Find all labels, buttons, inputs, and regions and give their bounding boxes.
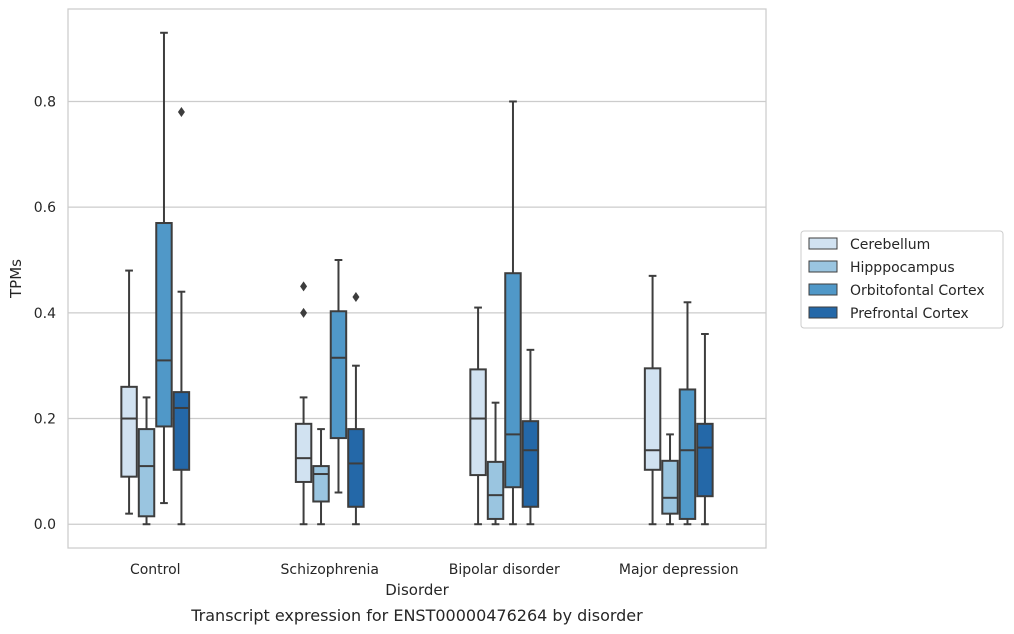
x-tick-label: Bipolar disorder: [449, 562, 560, 578]
box-2-3: [521, 348, 540, 526]
box-iqr: [137, 428, 156, 518]
legend-swatch: [808, 283, 838, 296]
box-series: [120, 31, 714, 526]
legend-frame: [800, 230, 1004, 329]
legend-swatch: [808, 237, 838, 250]
legend-label: Prefrontal Cortex: [850, 306, 969, 322]
box-iqr: [312, 465, 330, 503]
box-iqr: [329, 310, 348, 440]
box-0-1: [137, 396, 156, 526]
box-iqr: [155, 222, 173, 428]
x-tick-label: Control: [130, 562, 181, 578]
legend-swatch: [808, 260, 838, 273]
y-tick-label: 0.0: [34, 517, 56, 533]
box-1-0: [294, 281, 313, 526]
outlier-point: [352, 291, 360, 302]
box-3-2: [678, 301, 697, 526]
box-iqr: [696, 422, 714, 498]
x-tick-label: Major depression: [619, 562, 739, 578]
y-tick-label: 0.6: [34, 200, 56, 216]
box-iqr: [469, 368, 487, 477]
box-plot-chart: 0.0 0.2 0.4 0.6 0.8 Control Schizophrenia Bipo…: [7, 8, 1004, 599]
x-axis-ticks: Control Schizophrenia Bipolar disorder Majo…: [130, 562, 739, 578]
box-0-3: [172, 107, 191, 526]
box-1-3: [347, 291, 365, 526]
y-tick-label: 0.4: [34, 306, 56, 322]
y-tick-label: 0.8: [34, 94, 56, 110]
box-3-1: [661, 433, 679, 526]
box-iqr: [347, 428, 365, 508]
box-iqr: [172, 391, 191, 471]
plot-area-frame: [67, 8, 767, 549]
outlier-point: [300, 307, 308, 318]
box-iqr: [678, 388, 697, 520]
legend: Cerebellum Hipppocampus Orbitofontal Corte…: [800, 230, 1004, 329]
y-axis-title: TPMs: [7, 259, 25, 299]
figure-caption: Transcript expression for ENST0000047626…: [191, 606, 643, 625]
legend-label: Cerebellum: [850, 237, 930, 253]
box-3-0: [643, 274, 662, 526]
x-tick-label: Schizophrenia: [281, 562, 379, 578]
outlier-point: [177, 107, 185, 118]
box-iqr: [486, 460, 505, 520]
box-iqr: [504, 272, 522, 489]
box-iqr: [521, 420, 540, 508]
box-iqr: [294, 422, 313, 483]
box-iqr: [643, 367, 662, 471]
box-2-2: [504, 100, 522, 526]
y-axis-ticks: 0.0 0.2 0.4 0.6 0.8: [34, 94, 56, 533]
box-0-0: [120, 269, 138, 515]
outlier-point: [300, 281, 308, 292]
legend-swatch: [808, 306, 838, 319]
legend-label: Hipppocampus: [850, 260, 955, 276]
y-tick-label: 0.2: [34, 412, 56, 428]
box-2-0: [469, 306, 487, 526]
box-0-2: [155, 31, 173, 505]
box-3-3: [696, 332, 714, 526]
box-iqr: [120, 385, 138, 478]
x-axis-title: Disorder: [385, 581, 449, 599]
box-iqr: [661, 459, 679, 515]
box-1-1: [312, 428, 330, 526]
legend-label: Orbitofontal Cortex: [850, 283, 985, 299]
box-2-1: [486, 401, 505, 526]
box-1-2: [329, 259, 348, 494]
